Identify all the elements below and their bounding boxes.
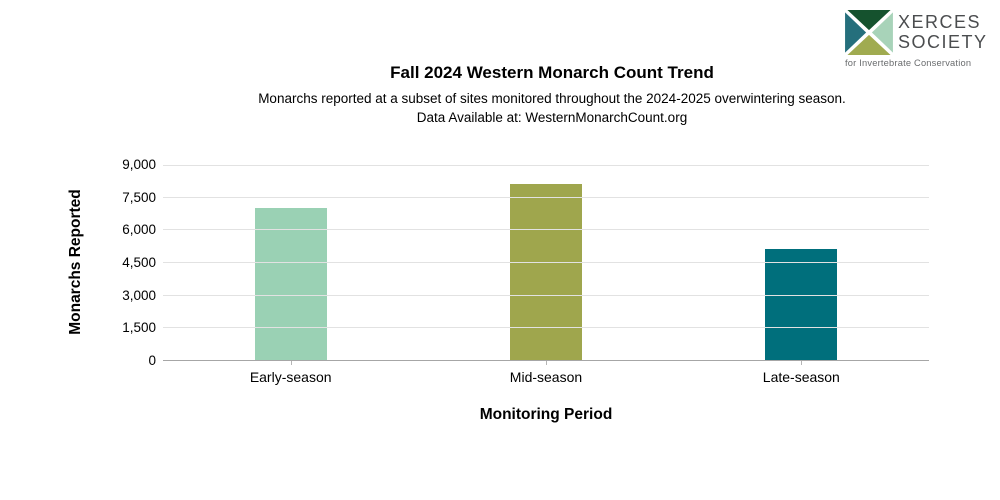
x-axis-title: Monitoring Period [479, 406, 613, 423]
x-tick-label-mid-season: Mid-season [509, 369, 583, 385]
y-tick-label: 1,500 [122, 320, 156, 336]
gridline [163, 229, 929, 230]
y-axis-labels: 0 1,500 3,000 4,500 6,000 7,500 9,000 [0, 157, 156, 368]
bars-layer [163, 165, 929, 365]
xerces-society-logo: XERCES SOCIETY for Invertebrate Conserva… [845, 10, 995, 68]
plot-area [163, 165, 929, 365]
y-tick-label: 7,500 [122, 189, 156, 205]
bar-slot [674, 165, 929, 365]
gridline [163, 327, 929, 328]
gridline [163, 262, 929, 263]
x-axis-line [163, 360, 929, 361]
logo-row: XERCES SOCIETY [845, 10, 995, 55]
bar-slot [418, 165, 673, 365]
bar-mid-season [509, 183, 582, 361]
logo-tagline: for Invertebrate Conservation [845, 58, 972, 68]
x-axis-labels: Early-season Mid-season Late-season [163, 368, 929, 386]
chart-subtitle-line2: Data Available at: WesternMonarchCount.o… [416, 110, 688, 125]
xerces-x-mark-icon [845, 10, 893, 55]
logo-word-xerces: XERCES [898, 12, 982, 32]
chart-subtitle-line1: Monarchs reported at a subset of sites m… [258, 91, 846, 106]
y-tick-label: 4,500 [122, 255, 156, 270]
bar-slot [163, 165, 418, 365]
x-tick-label-late-season: Late-season [762, 369, 840, 385]
logo-word-society: SOCIETY [898, 31, 988, 52]
category-tick [545, 361, 547, 365]
gridline [163, 197, 929, 198]
gridline [163, 295, 929, 296]
chart-header: Fall 2024 Western Monarch Count Trend Mo… [104, 60, 1000, 127]
gridline [163, 165, 929, 166]
y-tick-label: 0 [148, 353, 156, 368]
bar-early-season [254, 207, 327, 361]
category-tick [801, 361, 803, 365]
chart-subtitle: Monarchs reported at a subset of sites m… [104, 89, 1000, 127]
category-tick [290, 361, 292, 365]
chart-title: Fall 2024 Western Monarch Count Trend [390, 63, 714, 82]
logo-wordmark: XERCES SOCIETY [898, 12, 988, 52]
y-tick-label: 3,000 [122, 287, 156, 303]
y-tick-label: 9,000 [122, 157, 156, 172]
bar-late-season [765, 248, 838, 361]
x-tick-label-early-season: Early-season [249, 369, 332, 385]
y-tick-label: 6,000 [122, 222, 156, 238]
